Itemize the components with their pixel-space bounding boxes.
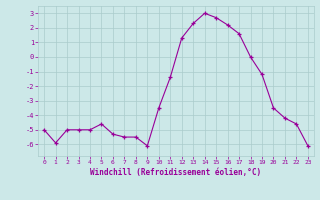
X-axis label: Windchill (Refroidissement éolien,°C): Windchill (Refroidissement éolien,°C): [91, 168, 261, 177]
